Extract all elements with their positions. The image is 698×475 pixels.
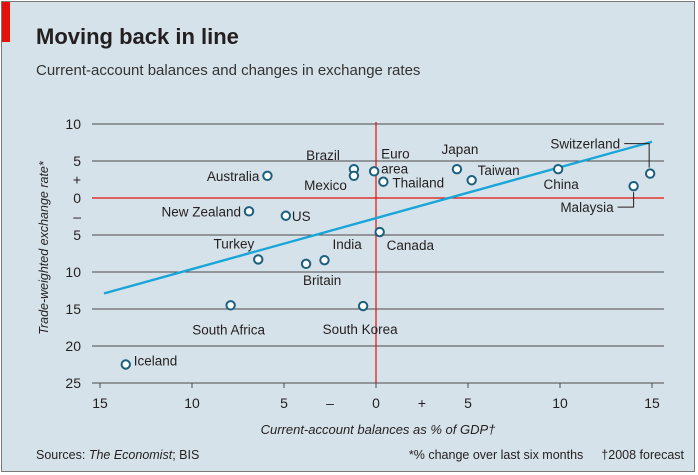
chart-subtitle: Current-account balances and changes in …: [36, 62, 421, 79]
y-tick-label: 20: [65, 338, 81, 354]
leader-switzerland: [624, 143, 650, 168]
x-tick-label: 15: [644, 395, 660, 411]
label-euro-area-line: area: [381, 161, 409, 176]
y-tick-label: 10: [65, 116, 81, 132]
x-sign-label: –: [326, 395, 334, 411]
point-south-africa: [225, 300, 236, 311]
sources-label: Sources:: [36, 448, 89, 462]
y-tick-label: 5: [73, 153, 81, 169]
x-tick-label: 15: [92, 395, 108, 411]
point-malaysia: [628, 180, 639, 192]
label-india: India: [332, 237, 362, 252]
label-switzerland: Switzerland: [550, 137, 620, 152]
point-taiwan: [466, 175, 477, 186]
point-turkey: [253, 254, 264, 265]
y-sign-label: –: [73, 209, 81, 225]
point-britain: [300, 258, 312, 270]
point-new-zealand: [243, 206, 255, 217]
point-thailand: [378, 176, 389, 187]
point-south-korea: [357, 300, 369, 312]
data-points: [120, 163, 656, 370]
y-tick-label: 0: [73, 190, 81, 206]
footnote-percent-change: *% change over last six months: [408, 448, 584, 462]
label-brazil: Brazil: [306, 148, 340, 163]
y-tick-label: 25: [65, 375, 81, 391]
x-tick-label: 10: [184, 395, 200, 411]
label-britain: Britain: [303, 273, 341, 288]
footnote-forecast: †2008 forecast: [601, 448, 684, 462]
label-taiwan: Taiwan: [478, 163, 520, 178]
point-us: [280, 210, 292, 221]
point-india: [319, 254, 330, 266]
point-mexico: [348, 170, 360, 182]
x-axis-label: Current-account balances as % of GDP†: [261, 422, 497, 437]
y-sign-label: +: [73, 172, 81, 188]
y-tick-label: 10: [65, 264, 81, 280]
x-sign-label: +: [418, 395, 426, 411]
label-japan: Japan: [442, 142, 479, 157]
point-canada: [374, 226, 385, 238]
label-thailand: Thailand: [392, 176, 444, 191]
point-japan: [451, 163, 463, 175]
point-china: [552, 163, 564, 175]
point-iceland: [120, 359, 131, 370]
sources-publication: The Economist: [88, 448, 173, 462]
gridlines: [92, 122, 664, 384]
label-euro-area-line: Euro: [381, 146, 410, 161]
y-tick-label: 5: [73, 227, 81, 243]
axis-ticks: 15 10 5 0 5 10 15 – +10 5 0 5 10 15 20 25 + –: [65, 116, 660, 411]
point-labels: Iceland South Africa South Korea Turkey Brit…: [134, 137, 620, 369]
x-tick-label: 0: [372, 395, 380, 411]
label-us: US: [292, 209, 311, 224]
leader-malaysia: [617, 192, 635, 208]
x-tick-label: 5: [280, 395, 288, 411]
label-iceland: Iceland: [134, 354, 178, 369]
red-accent-bar: [2, 2, 10, 42]
label-new-zealand: New Zealand: [161, 204, 241, 219]
y-tick-label: 15: [65, 301, 81, 317]
sources-note: Sources: The Economist; BIS: [36, 448, 199, 462]
label-turkey: Turkey: [213, 236, 254, 251]
x-tick-label: 10: [552, 395, 568, 411]
label-malaysia: Malaysia: [560, 200, 614, 215]
label-china: China: [544, 177, 580, 192]
leader-lines: [617, 143, 650, 208]
chart-title: Moving back in line: [36, 24, 239, 49]
label-canada: Canada: [387, 238, 435, 253]
point-euro-area: [368, 166, 380, 177]
label-south-korea: South Korea: [323, 322, 399, 337]
label-mexico: Mexico: [304, 178, 347, 193]
label-south-africa: South Africa: [192, 322, 265, 337]
footnotes: *% change over last six months †2008 fore…: [409, 448, 684, 462]
y-axis-label: Trade-weighted exchange rate*: [37, 160, 51, 335]
sources-rest: ; BIS: [172, 448, 200, 462]
label-euro-area: Euro area: [381, 146, 410, 176]
point-australia: [262, 170, 273, 182]
point-switzerland: [644, 168, 656, 179]
label-australia: Australia: [207, 169, 260, 184]
x-tick-label: 5: [464, 395, 472, 411]
